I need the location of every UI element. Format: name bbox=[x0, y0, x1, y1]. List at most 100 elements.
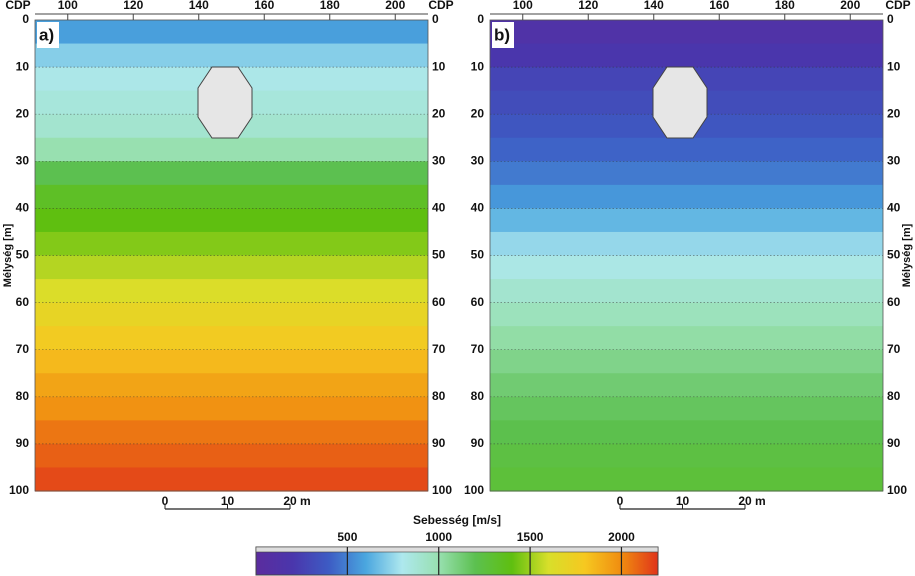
y-tick-label: 80 bbox=[432, 389, 446, 403]
y-tick-label: 60 bbox=[887, 295, 901, 309]
y-tick-label: 20 bbox=[432, 106, 446, 120]
y-tick-label: 100 bbox=[887, 483, 907, 497]
y-tick-label: 0 bbox=[22, 12, 29, 26]
colorbar-label: Sebesség [m/s] bbox=[413, 513, 501, 527]
y-tick-label: 50 bbox=[432, 248, 446, 262]
x-tick-label: 180 bbox=[320, 0, 340, 12]
panel-label-box bbox=[492, 22, 514, 48]
x-tick-label: 180 bbox=[775, 0, 795, 12]
velocity-band bbox=[35, 161, 428, 186]
y-tick-label: 60 bbox=[471, 295, 485, 309]
scale-bar-label: 0 bbox=[162, 494, 169, 508]
y-tick-label: 0 bbox=[887, 12, 894, 26]
x-tick-label: 160 bbox=[709, 0, 729, 12]
y-tick-label: 70 bbox=[887, 342, 901, 356]
scale-bar-label: 20 bbox=[738, 494, 752, 508]
anomaly-body bbox=[197, 66, 253, 139]
velocity-band bbox=[490, 231, 883, 257]
velocity-band bbox=[490, 161, 883, 186]
velocity-band bbox=[490, 302, 883, 327]
scale-bar-unit: m bbox=[755, 494, 766, 508]
x-tick-label: 100 bbox=[513, 0, 533, 12]
y-axis-label: Mélység [m] bbox=[901, 223, 913, 287]
x-axis-label: CDP bbox=[5, 0, 30, 12]
y-tick-label: 30 bbox=[432, 153, 446, 167]
colorbar: Sebesség [m/s] 500 1000 1500 2000 bbox=[255, 513, 659, 576]
y-tick-label: 30 bbox=[887, 153, 901, 167]
velocity-band bbox=[490, 255, 883, 280]
plot-frame bbox=[34, 19, 429, 492]
y-tick-label: 90 bbox=[432, 436, 446, 450]
panel-label: a) bbox=[39, 25, 54, 44]
y-tick-label: 20 bbox=[887, 106, 901, 120]
y-tick-label: 0 bbox=[432, 12, 439, 26]
panel-label-box bbox=[37, 22, 59, 48]
velocity-band bbox=[35, 302, 428, 327]
y-tick-label: 60 bbox=[432, 295, 446, 309]
y-tick-label: 50 bbox=[16, 248, 30, 262]
x-tick-label: 200 bbox=[385, 0, 405, 12]
colorbar-tick-label: 1000 bbox=[425, 530, 452, 544]
y-tick-label: 0 bbox=[477, 12, 484, 26]
velocity-band bbox=[35, 255, 428, 280]
velocity-band bbox=[35, 208, 428, 233]
x-axis-label: CDP bbox=[885, 0, 910, 12]
y-tick-label: 100 bbox=[432, 483, 452, 497]
y-tick-label: 40 bbox=[887, 201, 901, 215]
y-tick-label: 10 bbox=[471, 59, 485, 73]
y-tick-label: 100 bbox=[464, 483, 484, 497]
velocity-band bbox=[35, 373, 428, 398]
velocity-band bbox=[35, 137, 428, 162]
colorbar-tick-label: 500 bbox=[337, 530, 357, 544]
y-axis-label: Mélység [m] bbox=[2, 223, 14, 287]
velocity-band bbox=[35, 420, 428, 445]
y-tick-label: 70 bbox=[471, 342, 485, 356]
velocity-band bbox=[490, 373, 883, 398]
velocity-band bbox=[35, 467, 428, 492]
y-tick-label: 80 bbox=[16, 389, 30, 403]
velocity-band bbox=[35, 279, 428, 304]
y-tick-label: 100 bbox=[9, 483, 29, 497]
velocity-band bbox=[35, 396, 428, 421]
y-tick-label: 10 bbox=[16, 59, 30, 73]
velocity-band bbox=[490, 279, 883, 304]
velocity-band bbox=[35, 231, 428, 257]
y-tick-label: 20 bbox=[471, 106, 485, 120]
scale-bar-unit: m bbox=[300, 494, 311, 508]
y-tick-label: 10 bbox=[887, 59, 901, 73]
velocity-band bbox=[490, 43, 883, 68]
scale-bar-label: 20 bbox=[283, 494, 297, 508]
velocity-band bbox=[490, 208, 883, 233]
velocity-band bbox=[490, 184, 883, 209]
y-tick-label: 80 bbox=[471, 389, 485, 403]
scale-bar-label: 10 bbox=[221, 494, 235, 508]
colorbar-tick-label: 1500 bbox=[517, 530, 544, 544]
y-tick-label: 90 bbox=[887, 436, 901, 450]
x-tick-label: 120 bbox=[123, 0, 143, 12]
x-tick-label: 160 bbox=[254, 0, 274, 12]
y-tick-label: 40 bbox=[432, 201, 446, 215]
velocity-band bbox=[490, 137, 883, 162]
y-tick-label: 60 bbox=[16, 295, 30, 309]
velocity-band bbox=[490, 349, 883, 374]
x-tick-label: 140 bbox=[189, 0, 209, 12]
velocity-band bbox=[490, 443, 883, 469]
velocity-band bbox=[35, 326, 428, 351]
scale-bar-label: 0 bbox=[617, 494, 624, 508]
plot-frame bbox=[489, 19, 884, 492]
panel-label: b) bbox=[494, 25, 510, 44]
panel-a: 0 0 10 10 20 20 30 30 40 40 50 50 60 60 70 70 80 80 90 90 10… bbox=[2, 0, 452, 510]
velocity-band bbox=[35, 443, 428, 469]
y-tick-label: 90 bbox=[16, 436, 30, 450]
velocity-band bbox=[35, 349, 428, 374]
anomaly-body bbox=[652, 66, 708, 139]
y-tick-label: 10 bbox=[432, 59, 446, 73]
y-tick-label: 70 bbox=[432, 342, 446, 356]
x-tick-label: 100 bbox=[58, 0, 78, 12]
y-tick-label: 40 bbox=[471, 201, 485, 215]
y-tick-label: 30 bbox=[16, 153, 30, 167]
panel-b: 0 0 10 10 20 20 30 30 40 40 50 50 60 60 70 70 80 80 90 90 10… bbox=[428, 0, 913, 510]
velocity-band bbox=[35, 184, 428, 209]
colorbar-ruler bbox=[255, 546, 659, 553]
